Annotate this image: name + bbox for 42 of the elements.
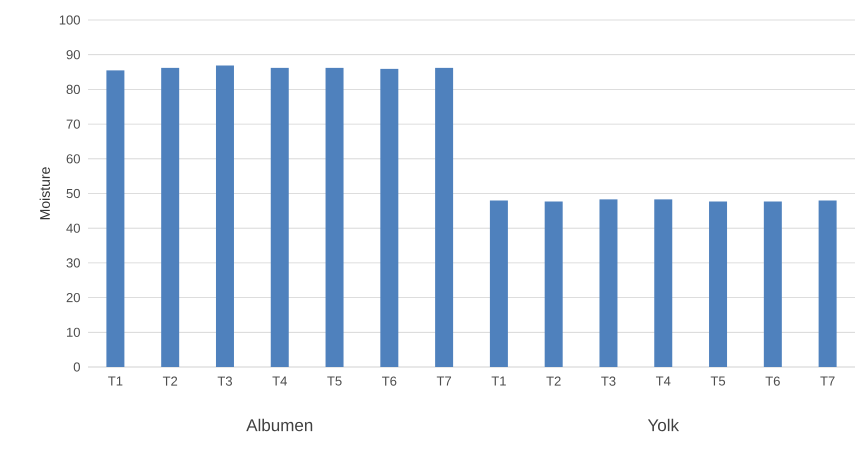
y-axis-title: Moisture	[40, 167, 50, 220]
y-tick-label: 60	[66, 154, 80, 164]
x-tick-label: T4	[272, 376, 287, 386]
text: Albumen	[246, 418, 312, 432]
x-tick-label: T6	[382, 376, 396, 386]
text: Yolk	[648, 418, 680, 432]
bar	[764, 201, 782, 367]
y-tick-label: 70	[66, 119, 80, 129]
bar	[106, 70, 124, 367]
bar	[709, 201, 728, 367]
bar	[161, 68, 180, 367]
y-tick-label: 40	[66, 224, 80, 233]
bar	[654, 199, 672, 367]
y-tick-label: 0	[74, 362, 80, 372]
bar	[326, 68, 344, 367]
y-tick-label: 100	[60, 15, 80, 25]
x-tick-label: T2	[162, 376, 178, 386]
y-tick-label: 10	[67, 328, 80, 337]
x-tick-label: T3	[218, 376, 232, 386]
bar	[599, 199, 618, 367]
bar	[216, 65, 234, 367]
x-tick-label: T3	[601, 376, 616, 386]
x-tick-label: T4	[656, 376, 670, 386]
bar	[818, 200, 837, 367]
x-tick-label: T5	[327, 376, 342, 386]
x-tick-label: T7	[436, 376, 452, 386]
bar	[380, 68, 398, 367]
x-tick-label: T5	[710, 376, 726, 386]
y-tick-label: 50	[66, 188, 80, 198]
y-tick-label: 90	[66, 50, 80, 60]
x-tick-label: T1	[108, 376, 122, 386]
bar	[544, 201, 563, 367]
x-tick-label: T6	[766, 376, 780, 386]
x-tick-label: T2	[546, 376, 561, 386]
y-tick-label: 30	[66, 258, 80, 268]
bar	[435, 68, 454, 367]
y-tick-label: 80	[66, 84, 80, 94]
y-tick-label: 20	[66, 292, 80, 302]
x-tick-label: T7	[820, 376, 835, 386]
bar	[490, 200, 508, 367]
bar	[270, 68, 289, 367]
x-tick-label: T1	[492, 376, 506, 386]
